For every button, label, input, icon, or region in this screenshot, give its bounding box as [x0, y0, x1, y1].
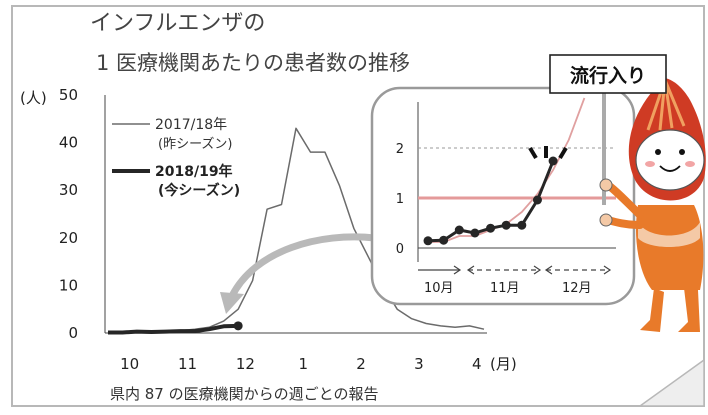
y-tick-0: 0 — [68, 324, 78, 342]
inset-point-2018-19 — [423, 236, 433, 246]
legend-sublabel-2018: (今シーズン) — [158, 182, 240, 199]
emphasis-mark-right — [558, 146, 568, 160]
callout-label: 流行入り — [570, 64, 646, 87]
y-tick-30: 30 — [59, 181, 78, 199]
y-axis-unit: (人) — [20, 89, 47, 107]
inset-panel — [370, 86, 636, 306]
inset-y-tick-0: 0 — [396, 242, 404, 257]
inset-point-2018-19 — [454, 225, 464, 235]
mascot-cheek-right — [685, 161, 695, 167]
series-line-2018-19 — [108, 323, 239, 335]
mascot-mouth — [659, 165, 681, 172]
page-curl — [637, 358, 705, 407]
inset-point-2018-19 — [517, 220, 527, 230]
range-nov-arrowhead-right — [533, 265, 542, 275]
chart-title-line2: 1 医療機関あたりの患者数の推移 — [96, 51, 410, 75]
inset-month-nov: 11月 — [490, 281, 520, 296]
emphasis-mark-left — [528, 146, 538, 160]
y-tick-labels: 0 10 20 30 40 50 — [59, 86, 78, 342]
mascot-hand-lower — [599, 213, 613, 227]
x-axis-unit: (月) — [490, 355, 517, 373]
y-tick-20: 20 — [59, 229, 78, 247]
mascot-face — [635, 129, 705, 191]
mascot-hand-upper — [599, 178, 613, 192]
series-2018-19-endpoint — [233, 321, 243, 331]
inset-point-2018-19 — [439, 235, 449, 245]
inset-point-2018-19 — [501, 220, 511, 230]
x-tick-labels: 10 11 12 1 2 3 4 — [120, 355, 481, 373]
x-tick-1: 1 — [298, 355, 308, 373]
inset-point-2018-19 — [532, 195, 542, 205]
y-tick-10: 10 — [59, 276, 78, 294]
zoom-arrow-head — [220, 292, 244, 314]
main-series-group — [108, 127, 485, 335]
x-tick-4: 4 — [472, 355, 482, 373]
mascot-hood-stripes — [646, 79, 686, 131]
range-nov-arrowhead-left — [466, 265, 475, 275]
mascot-eye-right — [679, 149, 685, 155]
inset-y-tick-1: 1 — [396, 192, 404, 207]
mascot-body — [635, 205, 704, 290]
y-tick-50: 50 — [59, 86, 78, 104]
x-tick-3: 3 — [414, 355, 424, 373]
callout-sign — [549, 54, 667, 94]
x-tick-12: 12 — [236, 355, 255, 373]
legend-label-2018: 2018/19年 — [155, 163, 233, 180]
inset-month-oct: 10月 — [424, 281, 454, 296]
chart-title-line1: インフルエンザの — [90, 11, 265, 36]
legend-sublabel-2017: (昨シーズン) — [158, 136, 233, 152]
zoom-arrow — [228, 233, 376, 298]
x-tick-11: 11 — [178, 355, 197, 373]
inset-point-2018-19 — [486, 223, 496, 233]
inset-y-tick-2: 2 — [396, 142, 404, 157]
range-dec-arrowhead-right — [603, 265, 612, 275]
emphasis-marks — [528, 146, 568, 160]
inset-month-dec: 12月 — [562, 281, 592, 296]
x-tick-10: 10 — [120, 355, 139, 373]
y-tick-40: 40 — [59, 134, 78, 152]
mascot-belt — [638, 222, 700, 247]
range-oct-arrowhead — [453, 265, 462, 275]
range-dec-arrowhead-left — [544, 265, 553, 275]
legend-label-2017: 2017/18年 — [155, 117, 227, 133]
legend: 2017/18年 (昨シーズン) 2018/19年 (今シーズン) — [112, 117, 240, 199]
x-tick-2: 2 — [356, 355, 366, 373]
inset-month-ranges: 10月 11月 12月 — [418, 265, 612, 296]
inset-series-group — [423, 97, 586, 246]
mascot-leg-left — [640, 288, 664, 332]
inset-point-2018-19 — [470, 228, 480, 238]
mascot-leg-right — [678, 288, 700, 332]
mascot-character — [599, 78, 706, 332]
inset-point-2018-19 — [548, 156, 558, 166]
mascot-eye-left — [655, 149, 661, 155]
source-footnote: 県内 87 の医療機関からの週ごとの報告 — [110, 385, 378, 403]
mascot-cheek-left — [645, 161, 655, 167]
